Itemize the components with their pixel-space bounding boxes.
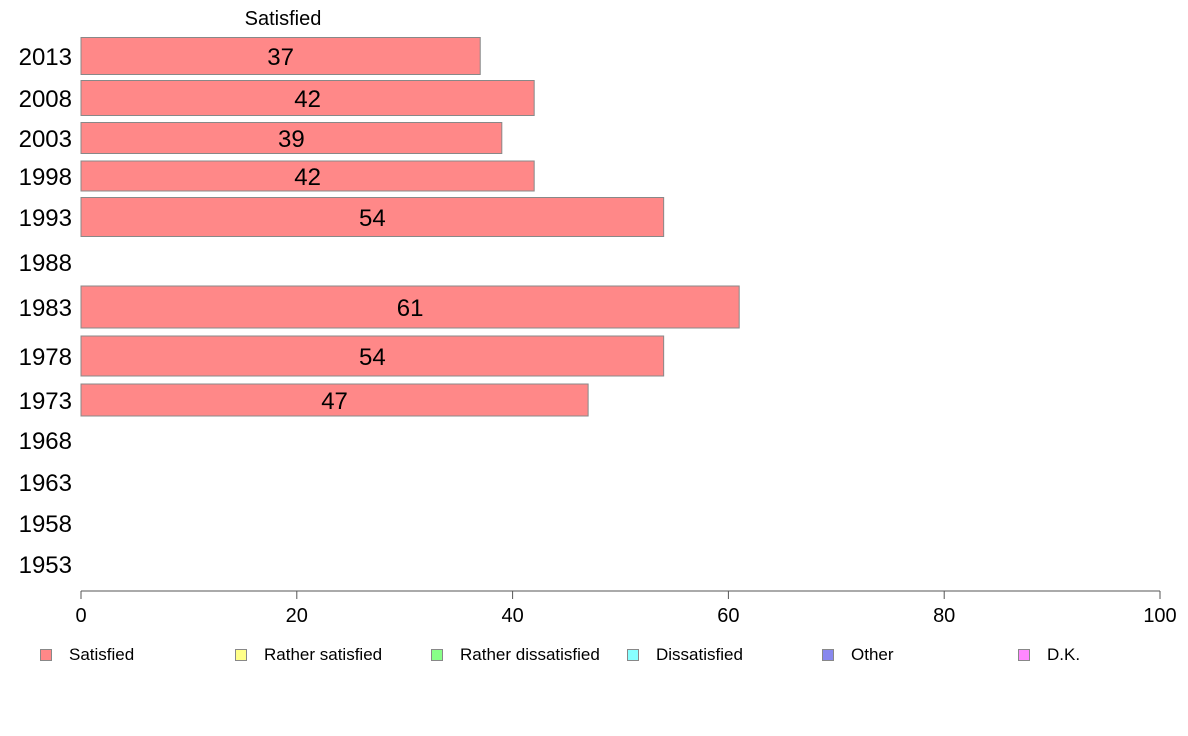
category-label: 2013 [19, 44, 72, 71]
category-label: 2008 [19, 86, 72, 113]
data-label-2013: 37 [267, 44, 294, 71]
legend-swatch-dissatisfied [627, 649, 639, 661]
legend: Satisfied Rather satisfied Rather dissat… [0, 645, 1188, 667]
legend-label: Other [851, 645, 894, 664]
category-label: 1988 [19, 250, 72, 277]
legend-swatch-rather-satisfied [235, 649, 247, 661]
bar-1993 [80, 197, 665, 237]
category-label: 1968 [19, 428, 72, 455]
bar-1978 [80, 335, 665, 377]
category-label: 1973 [19, 388, 72, 415]
data-label-2008: 42 [294, 86, 321, 113]
bar-1998 [80, 160, 535, 192]
legend-swatch-rather-dissatisfied [431, 649, 443, 661]
legend-item-satisfied: Satisfied [40, 645, 134, 665]
category-label: 1998 [19, 164, 72, 191]
category-label: 1978 [19, 344, 72, 371]
legend-label: Satisfied [69, 645, 135, 664]
category-label: 1963 [19, 470, 72, 497]
data-label-1978: 54 [359, 344, 386, 371]
legend-item-dissatisfied: Dissatisfied [627, 645, 743, 665]
bar-2003 [80, 122, 503, 154]
legend-swatch-other [822, 649, 834, 661]
bar-1983 [80, 285, 740, 329]
legend-label: Dissatisfied [656, 645, 743, 664]
category-label: 1953 [19, 552, 72, 579]
category-label: 1993 [19, 205, 72, 232]
data-label-1983: 61 [397, 295, 424, 322]
x-tick-label: 40 [501, 605, 523, 627]
bar-2013 [80, 37, 481, 75]
category-label: 2003 [19, 126, 72, 153]
category-label: 1958 [19, 511, 72, 538]
x-tick-label: 20 [286, 605, 308, 627]
x-tick-label: 0 [75, 605, 86, 627]
data-label-1973: 47 [321, 388, 348, 415]
bar-1973 [80, 383, 589, 417]
legend-swatch-satisfied [40, 649, 52, 661]
legend-label: Rather satisfied [264, 645, 383, 664]
legend-label: Rather dissatisfied [460, 645, 600, 664]
x-tick-label: 80 [933, 605, 955, 627]
bar-2008 [80, 80, 535, 116]
legend-item-rather-satisfied: Rather satisfied [235, 645, 382, 665]
data-label-2003: 39 [278, 126, 305, 153]
x-tick-label: 100 [1143, 605, 1176, 627]
x-tick-label: 60 [717, 605, 739, 627]
legend-item-other: Other [822, 645, 894, 665]
column-header: Satisfied [245, 8, 322, 30]
legend-swatch-dk [1018, 649, 1030, 661]
category-label: 1983 [19, 295, 72, 322]
legend-item-dk: D.K. [1018, 645, 1080, 665]
legend-item-rather-dissatisfied: Rather dissatisfied [431, 645, 600, 665]
data-label-1998: 42 [294, 164, 321, 191]
legend-label: D.K. [1047, 645, 1081, 664]
data-label-1993: 54 [359, 205, 386, 232]
